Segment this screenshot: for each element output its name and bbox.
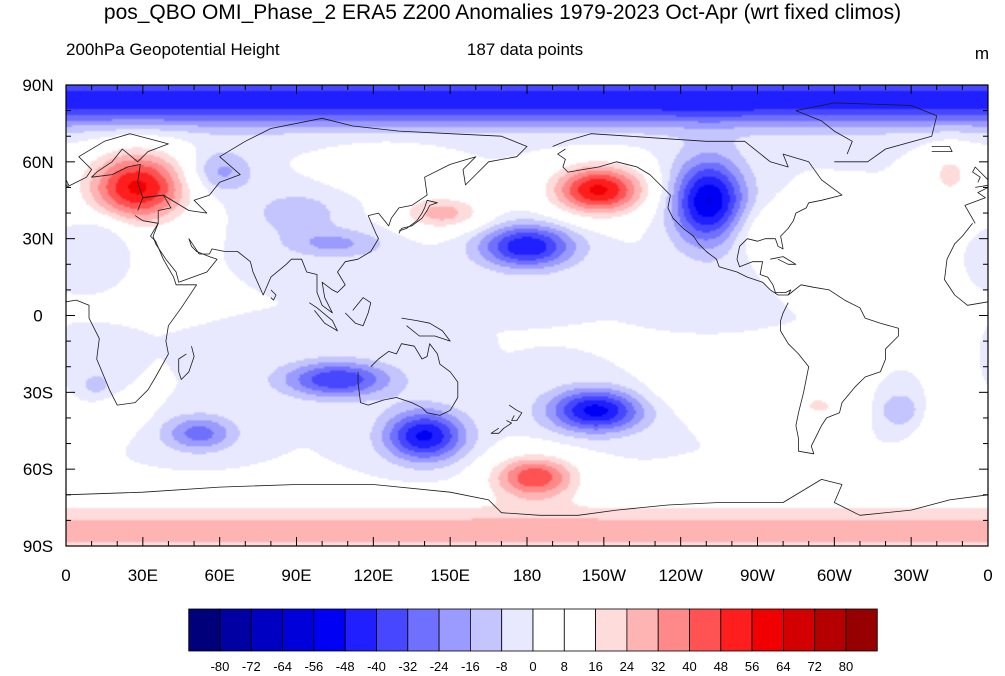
y-tick-label: 90N <box>22 76 53 95</box>
coastline-new-zealand-s <box>490 420 512 434</box>
coastline-antarctica <box>66 479 988 516</box>
x-tick-label: 150E <box>430 566 470 585</box>
y-tick-label: 60N <box>22 153 53 172</box>
colorbar: -80 -72 -64 -56 -48 -40 -32 -24 -16 -8 0 8 16 24 32 40 4… <box>188 608 878 674</box>
colorbar-label: 48 <box>714 659 728 674</box>
colorbar-swatch <box>407 608 440 652</box>
colorbar-swatch <box>282 608 315 652</box>
colorbar-label: -40 <box>367 659 386 674</box>
coastline-madagascar <box>178 346 195 380</box>
coastlines <box>10 102 988 516</box>
y-tick-label: 0 <box>33 307 42 326</box>
colorbar-swatch <box>188 608 221 652</box>
x-tick-label: 180 <box>513 566 541 585</box>
x-tick-label: 0 <box>983 566 992 585</box>
data-count-label: 187 data points <box>466 40 584 59</box>
y-tick-label: 30S <box>23 383 53 402</box>
y-tick-label: 60S <box>23 460 53 479</box>
colorbar-label: -24 <box>430 659 449 674</box>
colorbar-swatch <box>501 608 534 652</box>
map-axes: 0 30E 60E 90E 120E 150E 180 150W 120W 90W 60W 30W 09… <box>22 76 992 585</box>
colorbar-swatch <box>438 608 471 652</box>
colorbar-label: -56 <box>305 659 324 674</box>
y-tick-label: 90S <box>23 537 53 556</box>
chart-title: pos_QBO OMI_Phase_2 ERA5 Z200 Anomalies … <box>103 1 902 24</box>
colorbar-label: 64 <box>776 659 790 674</box>
x-tick-label: 30E <box>128 566 158 585</box>
colorbar-label: 72 <box>807 659 821 674</box>
coastline-britain <box>972 166 988 188</box>
colorbar-swatch <box>720 608 753 652</box>
coastline-new-guinea <box>401 317 451 342</box>
coastline-borneo <box>344 297 372 327</box>
colorbar-swatch <box>250 608 284 652</box>
colorbar-swatch <box>532 608 565 652</box>
colorbar-swatch <box>626 608 659 652</box>
colorbar-label: -48 <box>336 659 355 674</box>
colorbar-swatch <box>689 608 722 652</box>
coastline-new-zealand-n <box>508 404 523 421</box>
colorbar-swatch <box>313 608 346 652</box>
units-label: m <box>974 44 989 63</box>
colorbar-label: -8 <box>496 659 508 674</box>
colorbar-label: 16 <box>588 659 602 674</box>
coastline-japan <box>398 199 438 234</box>
colorbar-swatch <box>469 608 503 652</box>
x-tick-label: 60W <box>817 566 852 585</box>
x-tick-label: 90E <box>281 566 311 585</box>
coastline-iceland <box>931 146 953 152</box>
x-tick-label: 90W <box>740 566 775 585</box>
colorbar-swatch <box>814 608 847 652</box>
colorbar-label: 32 <box>651 659 665 674</box>
coastline-north-america <box>552 133 843 296</box>
x-tick-label: 60E <box>205 566 235 585</box>
x-tick-label: 150W <box>582 566 626 585</box>
colorbar-swatch <box>344 608 377 652</box>
coastline-cuba <box>770 256 797 265</box>
x-tick-label: 120E <box>353 566 393 585</box>
colorbar-label: -16 <box>461 659 480 674</box>
colorbar-label: -64 <box>273 659 292 674</box>
colorbar-label: -32 <box>398 659 417 674</box>
colorbar-swatch <box>845 608 878 652</box>
coastline-sri-lanka <box>270 289 277 301</box>
coastline-iceland <box>10 147 30 152</box>
colorbar-swatch <box>783 608 816 652</box>
x-tick-label: 120W <box>658 566 702 585</box>
colorbar-label: 8 <box>561 659 568 674</box>
colorbar-swatch <box>657 608 690 652</box>
x-tick-label: 30W <box>894 566 929 585</box>
colorbar-label: 56 <box>745 659 759 674</box>
colorbar-label: 0 <box>529 659 536 674</box>
coastline-australia <box>357 343 459 416</box>
anomaly-shading <box>66 85 988 546</box>
coastline-greenland <box>795 102 938 163</box>
colorbar-label: -80 <box>211 659 230 674</box>
colorbar-swatch <box>376 608 409 652</box>
coastline-europe-africa <box>66 133 197 406</box>
colorbar-swatch <box>219 608 252 652</box>
coastline-britain <box>66 179 69 186</box>
coastline-sumatra <box>309 302 338 332</box>
coastline-south-america <box>780 284 899 455</box>
x-tick-label: 0 <box>61 566 70 585</box>
colorbar-label: 80 <box>839 659 853 674</box>
coastline-asia <box>134 117 528 314</box>
variable-label: 200hPa Geopotential Height <box>66 40 280 59</box>
colorbar-swatch <box>751 608 784 652</box>
colorbar-label: 24 <box>620 659 634 674</box>
colorbar-label: 40 <box>682 659 696 674</box>
colorbar-swatch <box>595 608 628 652</box>
colorbar-swatch <box>563 608 596 652</box>
y-tick-label: 30N <box>22 230 53 249</box>
anomaly-field <box>66 85 988 546</box>
colorbar-label: -72 <box>242 659 261 674</box>
